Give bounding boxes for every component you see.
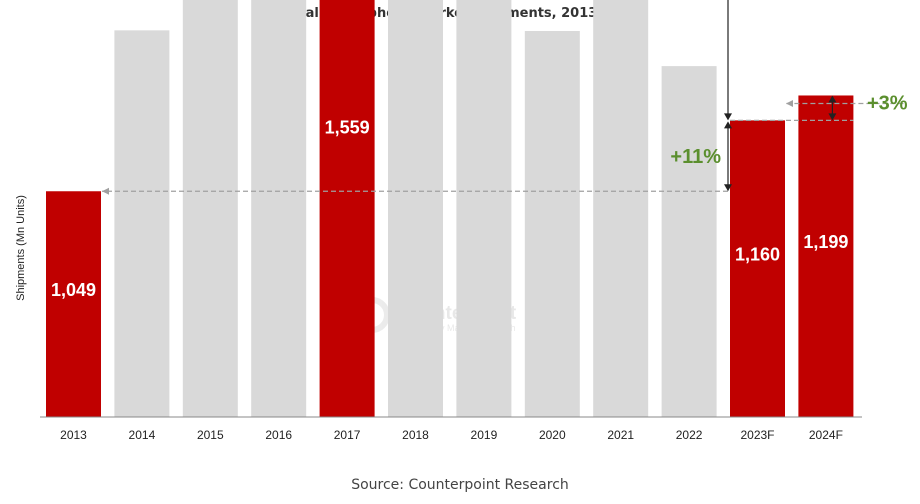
data-label-2024F: 1,199: [803, 232, 848, 252]
x-tick-2022: 2022: [676, 428, 703, 442]
bar-2017: [319, 0, 375, 417]
bar-2023F: [730, 120, 785, 417]
bar-2016: [251, 0, 307, 418]
annotation-decline: -26%: [674, 0, 721, 5]
annotation-small-growth: +3%: [867, 92, 908, 114]
x-tick-2024F: 2024F: [809, 428, 843, 442]
guide-line-2024-head: [786, 99, 793, 107]
bar-2013: [46, 191, 101, 417]
bar-2019: [456, 0, 512, 417]
small-growth-arrow-head-bottom: [828, 113, 837, 121]
source-note: Source: Counterpoint Research: [351, 477, 569, 493]
x-tick-2023F: 2023F: [740, 428, 774, 442]
x-tick-2018: 2018: [402, 428, 429, 442]
x-tick-2020: 2020: [539, 428, 566, 442]
x-tick-2017: 2017: [334, 428, 361, 442]
bar-2015: [182, 0, 238, 417]
x-tick-2014: 2014: [129, 428, 156, 442]
annotation-growth: +11%: [670, 146, 721, 168]
x-tick-2016: 2016: [265, 428, 292, 442]
bar-2014: [114, 30, 170, 417]
bar-2020: [524, 30, 580, 418]
bar-2024F: [798, 95, 854, 417]
x-tick-2013: 2013: [60, 428, 87, 442]
growth-arrow-head-bottom: [724, 184, 732, 192]
bar-2018: [388, 0, 443, 417]
data-label-2017: 1,559: [325, 117, 370, 137]
x-tick-2015: 2015: [197, 428, 224, 442]
data-label-2023F: 1,160: [735, 245, 780, 265]
x-tick-2021: 2021: [607, 428, 634, 442]
decline-arrow-head-bottom: [724, 113, 732, 121]
x-tick-2019: 2019: [471, 428, 498, 442]
growth-arrow-head-top: [724, 121, 732, 129]
bar-2022: [661, 66, 717, 418]
bar-2021: [593, 0, 649, 417]
data-label-2013: 1,049: [51, 280, 96, 300]
small-growth-arrow-head-top: [828, 95, 837, 103]
guide-line-2013-head: [102, 187, 109, 195]
y-axis-label: Shipments (Mn Units): [15, 195, 27, 301]
